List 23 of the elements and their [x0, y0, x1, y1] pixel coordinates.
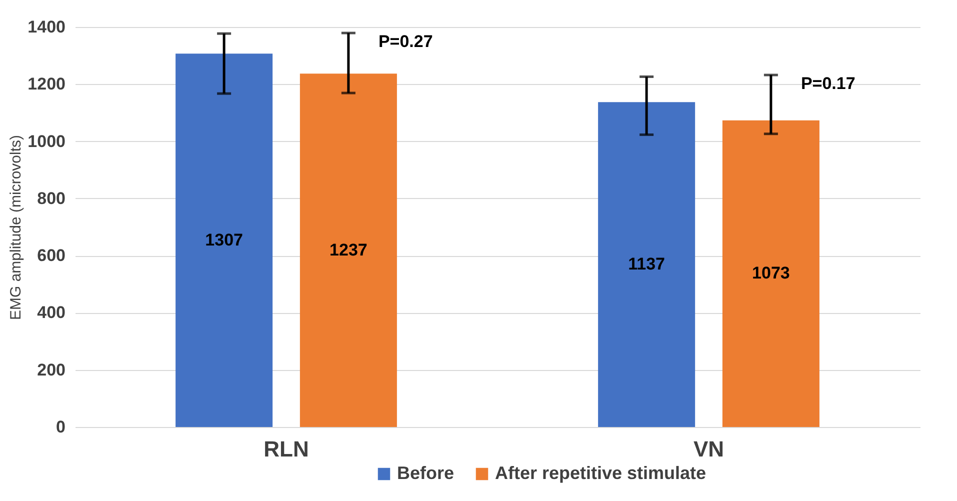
data-label: 1137: [628, 254, 666, 274]
data-label: 1073: [752, 264, 790, 283]
y-tick-label: 800: [37, 188, 66, 208]
data-label: 1237: [330, 240, 368, 260]
legend-label: Before: [397, 463, 454, 483]
bar: [176, 54, 273, 427]
y-tick-label: 600: [37, 246, 66, 266]
y-tick-label: 400: [37, 303, 66, 322]
y-tick-label: 1000: [28, 132, 66, 151]
x-tick-label: VN: [693, 436, 724, 462]
bar: [722, 120, 820, 427]
bar: [300, 74, 397, 427]
y-tick-label: 0: [56, 418, 66, 436]
y-tick-label: 1200: [28, 74, 66, 94]
legend-label: After repetitive stimulate: [495, 463, 706, 483]
annotation: P=0.27: [378, 32, 433, 51]
annotation: P=0.17: [800, 74, 856, 93]
bar: [598, 102, 696, 427]
x-tick-label: RLN: [264, 436, 309, 462]
y-tick-label: 1400: [28, 18, 66, 36]
y-tick-label: 200: [37, 360, 66, 380]
y-axis-title: EMG amplitude (microvolts): [8, 134, 25, 320]
data-label: 1307: [205, 230, 243, 250]
